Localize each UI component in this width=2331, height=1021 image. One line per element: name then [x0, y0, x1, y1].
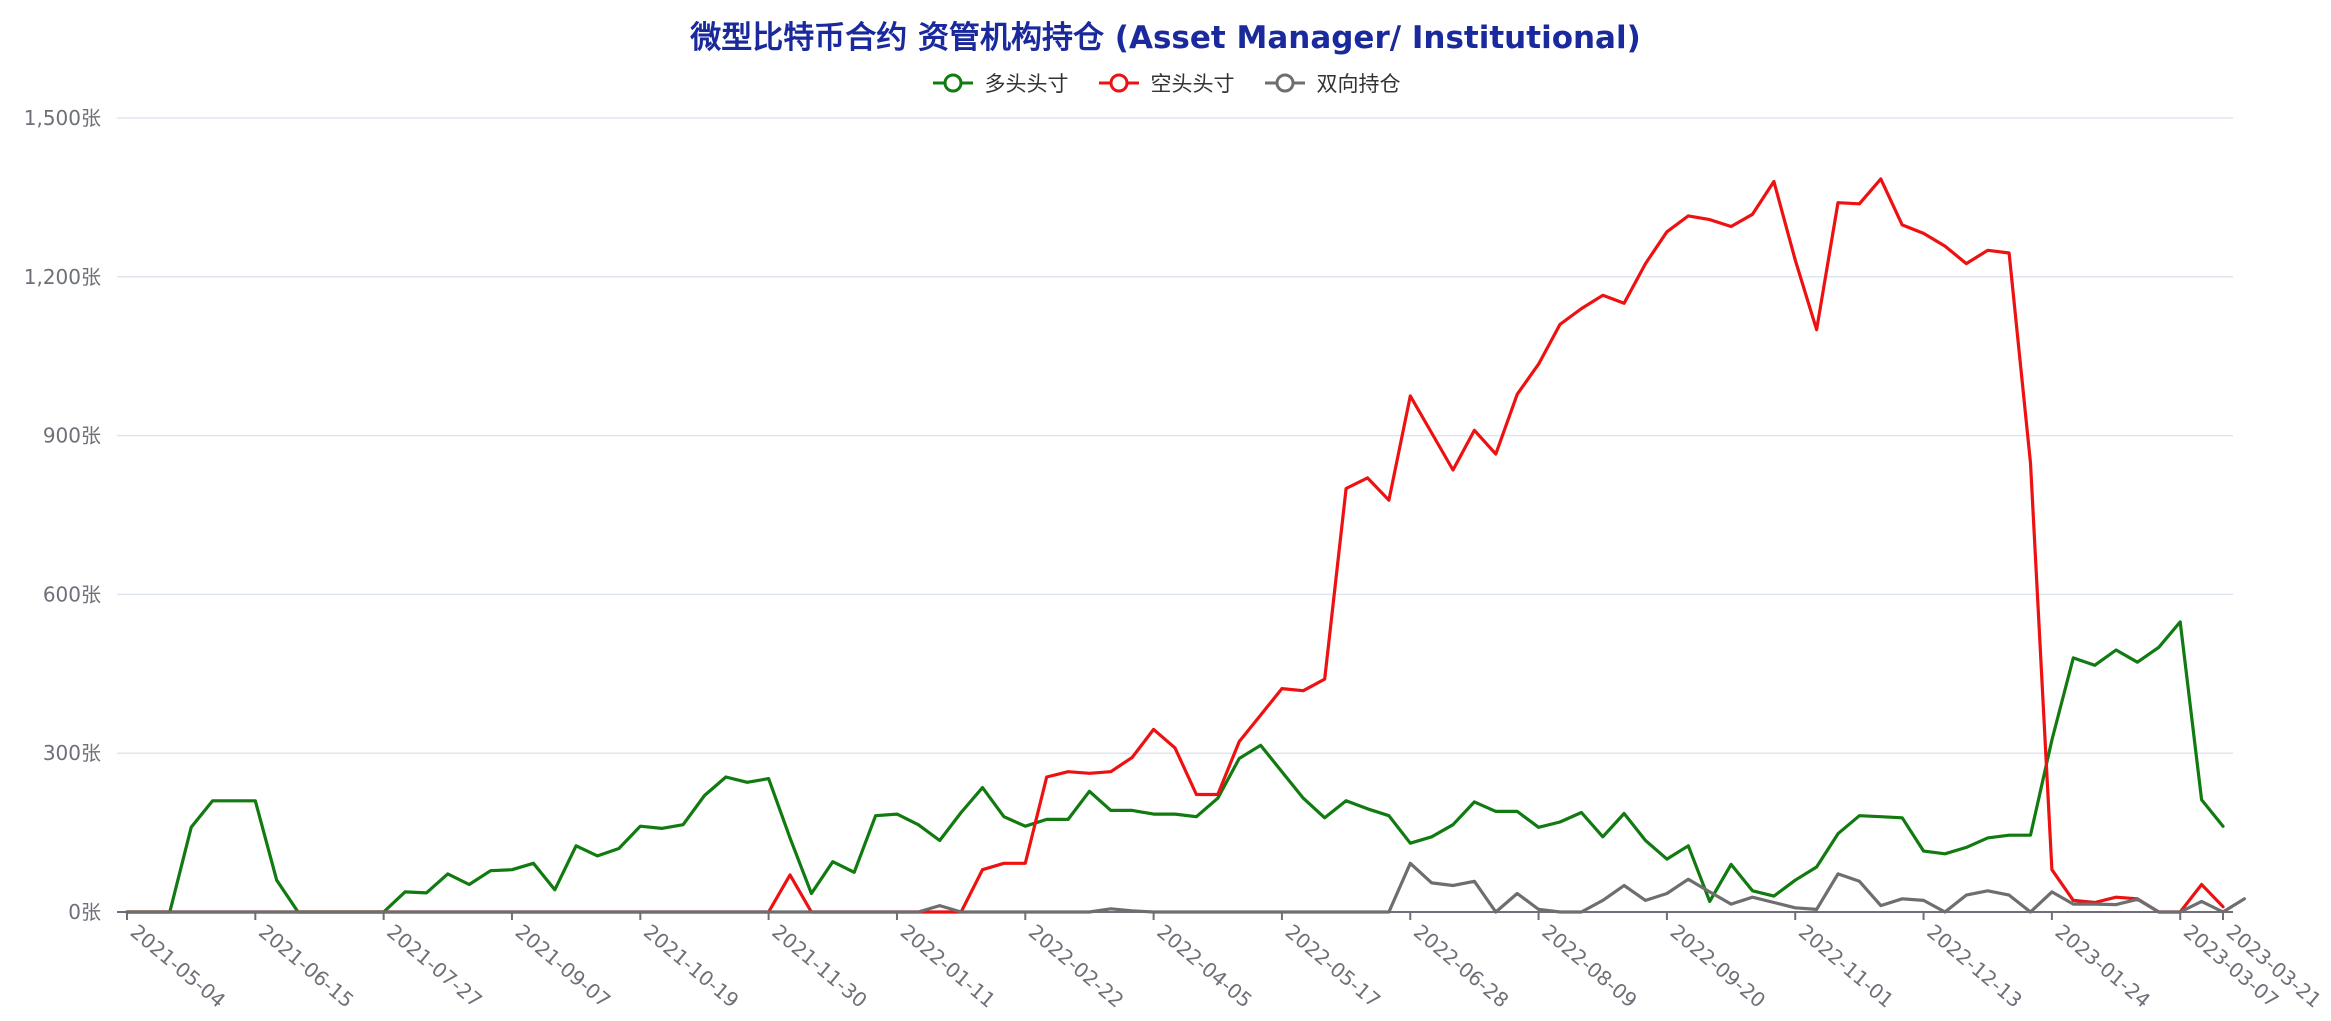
legend-label-long: 多头头寸	[984, 72, 1069, 96]
series-line-long	[125, 620, 2225, 914]
x-tick-label: 2022-11-01	[1794, 919, 1898, 1012]
x-tick-label: 2022-12-13	[1922, 919, 2026, 1012]
legend-marker-spread	[1264, 73, 1305, 93]
y-tick-label: 1,200张	[24, 265, 101, 289]
legend-label-short: 空头头寸	[1150, 72, 1235, 96]
y-tick-label: 900张	[43, 424, 101, 448]
y-tick-label: 1,500张	[24, 106, 101, 130]
x-tick-label: 2021-09-07	[511, 919, 615, 1012]
chart-title: 微型比特币合约 资管机构持仓 (Asset Manager/ Instituti…	[690, 20, 1641, 56]
y-axis: 0张 300张 600张 900张 1,200张 1,500张	[24, 106, 101, 924]
legend-label-spread: 双向持仓	[1316, 72, 1401, 96]
x-tick-label: 2021-10-19	[639, 919, 743, 1012]
x-tick-label: 2021-11-30	[767, 919, 871, 1012]
legend: 多头头寸 空头头寸 双向持仓	[0, 68, 2331, 98]
legend-item-spread[interactable]: 双向持仓	[1263, 68, 1401, 98]
series-line-short	[125, 177, 2225, 914]
x-tick-label: 2022-04-05	[1152, 919, 1256, 1012]
y-tick-label: 300张	[43, 741, 101, 765]
x-tick-label: 2022-01-11	[896, 919, 1000, 1012]
x-tick-label: 2022-06-28	[1409, 919, 1513, 1012]
x-tick-label: 2022-02-22	[1024, 919, 1128, 1012]
series-lines	[125, 177, 2246, 914]
legend-marker-long	[932, 73, 973, 93]
y-tick-label: 600张	[43, 582, 101, 606]
x-tick-label: 2021-05-04	[126, 919, 230, 1012]
x-tick-label: 2022-08-09	[1537, 919, 1641, 1012]
x-tick-label: 2021-06-15	[254, 919, 358, 1012]
legend-item-short[interactable]: 空头头寸	[1097, 68, 1235, 98]
legend-item-long[interactable]: 多头头寸	[931, 68, 1069, 98]
grid-lines	[117, 117, 2233, 754]
x-tick-label: 2023-01-24	[2051, 919, 2155, 1012]
x-tick-label: 2022-05-17	[1281, 919, 1385, 1012]
legend-marker-short	[1098, 73, 1139, 93]
series-line-spread	[125, 861, 2246, 914]
y-tick-label: 0张	[68, 900, 101, 924]
x-tick-label: 2021-07-27	[382, 919, 486, 1012]
x-tick-label: 2022-09-20	[1666, 919, 1770, 1012]
x-axis: 2021-05-04 2021-06-15 2021-07-27 2021-09-07…	[117, 911, 2326, 1013]
